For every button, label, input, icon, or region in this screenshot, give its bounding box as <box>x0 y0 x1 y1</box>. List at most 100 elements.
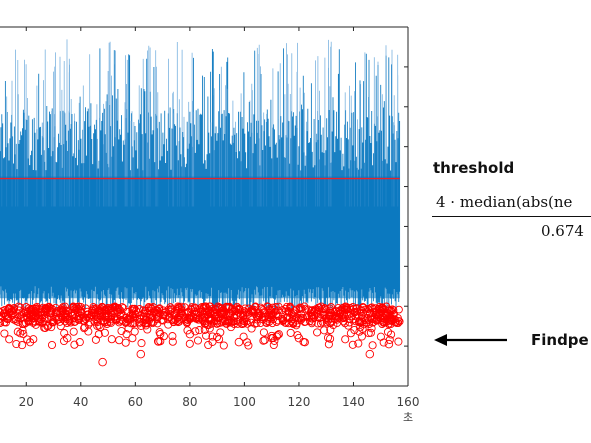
peak-marker <box>354 339 363 348</box>
peak-marker <box>193 336 203 345</box>
peak-marker <box>29 335 38 344</box>
peak-marker <box>77 307 85 315</box>
signal-spikes <box>1 39 399 207</box>
peak-marker <box>16 303 25 312</box>
peak-marker <box>141 319 149 328</box>
peak-marker <box>191 314 200 323</box>
threshold-title: threshold <box>433 159 515 177</box>
peak-marker <box>174 318 183 327</box>
peak-marker <box>47 307 56 315</box>
peak-marker <box>282 302 291 311</box>
peak-marker <box>341 335 350 344</box>
peak-marker <box>376 332 385 341</box>
peak-marker <box>9 309 17 317</box>
peak-marker <box>92 304 101 313</box>
peak-marker <box>206 302 215 311</box>
peak-marker <box>225 302 234 311</box>
peak-markers <box>0 302 404 367</box>
peak-marker <box>140 310 149 318</box>
peak-marker <box>297 316 305 324</box>
peak-marker <box>98 357 107 367</box>
peak-marker <box>94 330 103 339</box>
peak-marker <box>356 323 365 332</box>
peak-marker <box>59 336 69 346</box>
peak-marker <box>98 305 107 314</box>
peak-marker <box>215 319 224 328</box>
peak-marker <box>359 302 367 311</box>
peak-marker <box>39 303 47 312</box>
peak-marker <box>383 314 392 323</box>
peak-marker <box>170 316 178 325</box>
peak-marker <box>313 328 322 337</box>
x-tick-label: 20 <box>19 395 34 409</box>
peak-marker <box>5 309 13 317</box>
peak-marker <box>136 349 146 359</box>
peak-marker <box>40 323 49 332</box>
signal-core <box>0 176 400 299</box>
peak-marker <box>168 337 177 346</box>
peak-marker <box>234 305 242 314</box>
peak-marker <box>200 325 209 334</box>
peak-marker <box>227 309 236 318</box>
peak-marker <box>80 324 89 333</box>
peak-marker <box>279 316 287 324</box>
peak-marker <box>236 309 245 318</box>
peak-marker <box>281 318 289 327</box>
peak-marker <box>343 305 352 314</box>
peak-marker <box>268 319 277 328</box>
peak-marker <box>259 328 268 337</box>
peak-marker <box>115 305 123 314</box>
peak-marker <box>18 326 27 335</box>
peak-marker <box>191 327 200 336</box>
peak-marker <box>187 304 195 313</box>
peak-marker <box>69 327 78 336</box>
peak-marker <box>344 321 353 330</box>
x-tick-label: 140 <box>342 395 365 409</box>
peak-marker <box>0 329 9 338</box>
peak-marker <box>12 315 20 324</box>
peak-marker <box>0 315 4 324</box>
peak-marker <box>197 305 205 314</box>
peak-marker <box>297 305 305 314</box>
peak-marker <box>18 341 27 350</box>
peak-marker <box>355 327 364 336</box>
peak-marker <box>16 314 25 323</box>
peak-marker <box>136 321 146 330</box>
peak-marker <box>329 320 338 330</box>
peak-marker <box>27 311 35 319</box>
peak-marker <box>247 324 256 333</box>
peak-marker <box>102 311 111 319</box>
peak-marker <box>288 315 297 324</box>
signal-series <box>0 39 401 311</box>
peak-marker <box>60 329 69 338</box>
peak-marker <box>200 314 209 322</box>
peak-marker <box>346 329 355 338</box>
peak-marker <box>316 319 325 328</box>
peak-marker <box>31 320 40 329</box>
peak-marker <box>107 319 115 327</box>
peak-marker <box>185 339 194 348</box>
peak-marker <box>255 311 263 320</box>
x-tick-label: 80 <box>182 395 197 409</box>
peak-marker <box>367 324 376 333</box>
peak-marker <box>292 305 301 314</box>
x-tick-label: 40 <box>73 395 88 409</box>
peak-marker <box>13 327 22 336</box>
peak-marker <box>100 328 109 337</box>
peak-marker <box>161 312 170 321</box>
peak-marker <box>204 340 213 350</box>
peak-marker <box>43 303 52 312</box>
peak-marker <box>49 316 57 324</box>
formula-fraction-bar <box>432 216 591 217</box>
peak-marker <box>314 319 322 328</box>
peak-marker <box>75 338 84 347</box>
peak-marker <box>264 314 273 323</box>
peak-marker <box>185 329 195 339</box>
peak-marker <box>137 339 146 348</box>
peak-marker <box>130 304 139 313</box>
peak-marker <box>62 333 72 343</box>
peak-marker <box>158 316 167 325</box>
peak-marker <box>272 332 281 341</box>
peak-marker <box>176 309 185 318</box>
peak-marker <box>147 304 156 313</box>
